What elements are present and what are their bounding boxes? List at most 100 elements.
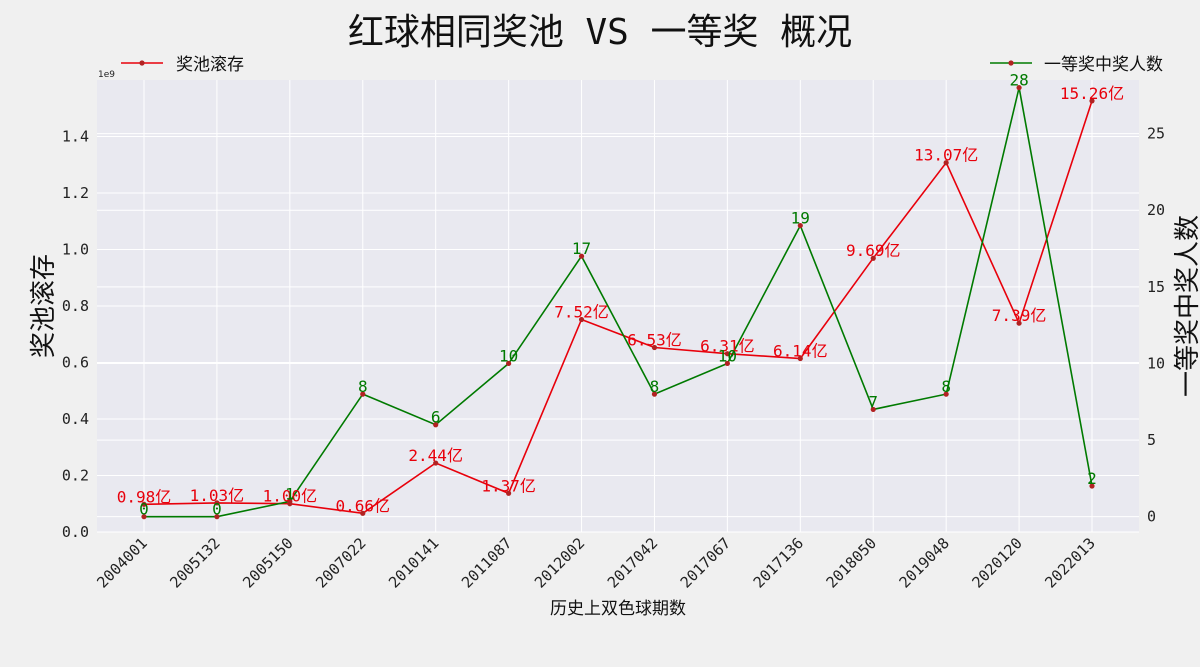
legend-left: 奖池滚存 <box>121 55 244 75</box>
data-label-jackpot: 9.69亿 <box>846 241 901 260</box>
data-label-winners: 28 <box>1009 71 1028 90</box>
point-jackpot <box>214 500 220 506</box>
data-label-winners: 0 <box>139 500 149 519</box>
x-tick-label: 2005150 <box>239 534 296 591</box>
y-left-tick-label: 1.2 <box>62 184 89 202</box>
x-axis-label: 历史上双色球期数 <box>550 599 686 619</box>
point-winners <box>360 391 366 397</box>
point-jackpot <box>870 255 876 261</box>
data-label-winners: 19 <box>791 209 810 228</box>
point-winners <box>724 360 730 367</box>
point-winners <box>651 391 658 397</box>
point-winners <box>870 406 876 413</box>
legend-label-jackpot: 奖池滚存 <box>176 55 244 75</box>
point-jackpot <box>1016 320 1022 326</box>
data-labels: 0.98亿 1.03亿 1.00亿 0.66亿 2.44亿 1.37亿 7.52亿 6.53亿… <box>117 71 1124 519</box>
point-jackpot <box>433 460 439 466</box>
y-left-tick-label: 0.6 <box>62 354 89 372</box>
data-label-jackpot: 15.26亿 <box>1060 84 1124 103</box>
y-right-tick-label: 10 <box>1147 354 1165 372</box>
series-line-winners <box>144 87 1093 518</box>
y-right-tick-label: 0 <box>1147 508 1156 526</box>
point-jackpot <box>943 160 949 166</box>
point-winners <box>797 222 803 229</box>
point-jackpot <box>797 355 803 362</box>
data-label-jackpot: 0.66亿 <box>335 496 390 515</box>
data-label-jackpot: 7.52亿 <box>554 303 609 322</box>
point-jackpot <box>724 351 730 357</box>
x-tick-label: 2017067 <box>677 534 734 591</box>
point-jackpot <box>1089 98 1095 104</box>
x-tick-label: 2017136 <box>750 534 807 591</box>
data-label-jackpot: 6.14亿 <box>773 342 828 361</box>
data-label-jackpot: 2.44亿 <box>408 446 463 465</box>
y-right-tick-label: 15 <box>1147 278 1165 296</box>
data-label-jackpot: 1.00亿 <box>263 487 318 506</box>
y-left-tick-label: 0.8 <box>62 297 89 315</box>
legend-right: 一等奖中奖人数 <box>990 55 1163 75</box>
point-winners <box>287 498 293 504</box>
point-winners <box>943 391 949 397</box>
point-winners <box>141 514 147 520</box>
y-left-tick-label: 1.0 <box>62 241 89 259</box>
data-label-winners: 8 <box>650 377 660 396</box>
y-left-tick-label: 0.0 <box>62 523 89 541</box>
series-line-jackpot <box>143 100 1093 515</box>
data-label-winners: 0 <box>212 500 222 519</box>
data-label-jackpot: 7.39亿 <box>992 306 1047 325</box>
data-label-winners: 2 <box>1087 469 1097 488</box>
y-left-tick-label: 1.4 <box>62 128 89 146</box>
y-left-tick-label: 0.2 <box>62 467 89 485</box>
legend-label-winners: 一等奖中奖人数 <box>1044 55 1163 75</box>
gridlines <box>97 80 1139 533</box>
y-axis-right-label: 一等奖中奖人数 <box>1173 215 1200 397</box>
x-tick-label: 2019048 <box>896 534 953 591</box>
data-label-winners: 1 <box>285 484 295 503</box>
x-tick-label: 2011087 <box>458 534 515 591</box>
chart-title: 红球相同奖池 VS 一等奖 概况 <box>348 12 852 53</box>
data-label-winners: 6 <box>431 408 441 427</box>
x-tick-label: 2020120 <box>968 534 1025 591</box>
data-label-jackpot: 0.98亿 <box>117 487 172 506</box>
y-axis-left-label: 奖池滚存 <box>29 254 59 358</box>
legend-marker-jackpot <box>139 60 145 66</box>
data-label-winners: 8 <box>358 377 368 396</box>
legend-marker-winners <box>1008 60 1014 66</box>
point-jackpot <box>578 316 585 323</box>
point-winners <box>1016 85 1022 91</box>
point-jackpot <box>506 490 512 496</box>
y-right-tick-label: 20 <box>1147 201 1165 219</box>
x-tick-label: 2007022 <box>312 534 369 591</box>
data-label-winners: 17 <box>572 239 591 258</box>
data-label-winners: 8 <box>941 377 951 396</box>
x-tick-label: 2010141 <box>385 534 442 591</box>
x-tick-label: 2022013 <box>1041 534 1098 591</box>
data-label-winners: 7 <box>868 392 878 411</box>
x-tick-label: 2005132 <box>166 534 223 591</box>
x-tick-label: 2012002 <box>531 534 588 591</box>
offset-text: 1e9 <box>98 70 115 80</box>
data-label-jackpot: 6.31亿 <box>700 337 755 356</box>
y-left-tick-label: 0.4 <box>62 410 89 428</box>
point-jackpot <box>360 510 366 516</box>
data-label-winners: 10 <box>499 346 518 365</box>
data-label-winners: 10 <box>718 346 737 365</box>
x-tick-label: 2017042 <box>604 534 661 591</box>
point-winners <box>1089 483 1095 489</box>
series-layer <box>141 85 1095 520</box>
data-label-jackpot: 13.07亿 <box>914 146 978 165</box>
data-label-jackpot: 1.03亿 <box>190 486 245 505</box>
point-jackpot <box>141 501 147 507</box>
data-label-jackpot: 6.53亿 <box>627 330 682 349</box>
y-right-tick-label: 25 <box>1147 125 1165 143</box>
point-winners <box>214 514 220 520</box>
point-jackpot <box>651 344 658 351</box>
point-winners <box>433 422 439 428</box>
point-winners <box>578 253 585 259</box>
point-winners <box>506 360 512 367</box>
data-label-jackpot: 1.37亿 <box>481 476 536 495</box>
x-tick-label: 2018050 <box>823 534 880 591</box>
x-tick-label: 2004001 <box>93 534 150 591</box>
y-right-tick-label: 5 <box>1147 431 1156 449</box>
